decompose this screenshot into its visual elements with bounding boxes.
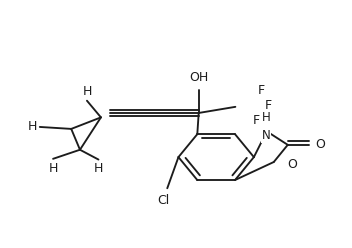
Text: OH: OH — [189, 71, 208, 84]
Text: H: H — [48, 162, 58, 175]
Text: O: O — [287, 158, 297, 171]
Text: F: F — [265, 99, 272, 112]
Text: O: O — [315, 138, 325, 151]
Text: H: H — [82, 85, 92, 98]
Text: H: H — [262, 112, 271, 124]
Text: H: H — [28, 121, 37, 133]
Text: H: H — [94, 162, 103, 176]
Text: F: F — [253, 114, 260, 127]
Text: Cl: Cl — [158, 194, 170, 207]
Text: F: F — [258, 84, 265, 97]
Text: N: N — [262, 129, 271, 142]
